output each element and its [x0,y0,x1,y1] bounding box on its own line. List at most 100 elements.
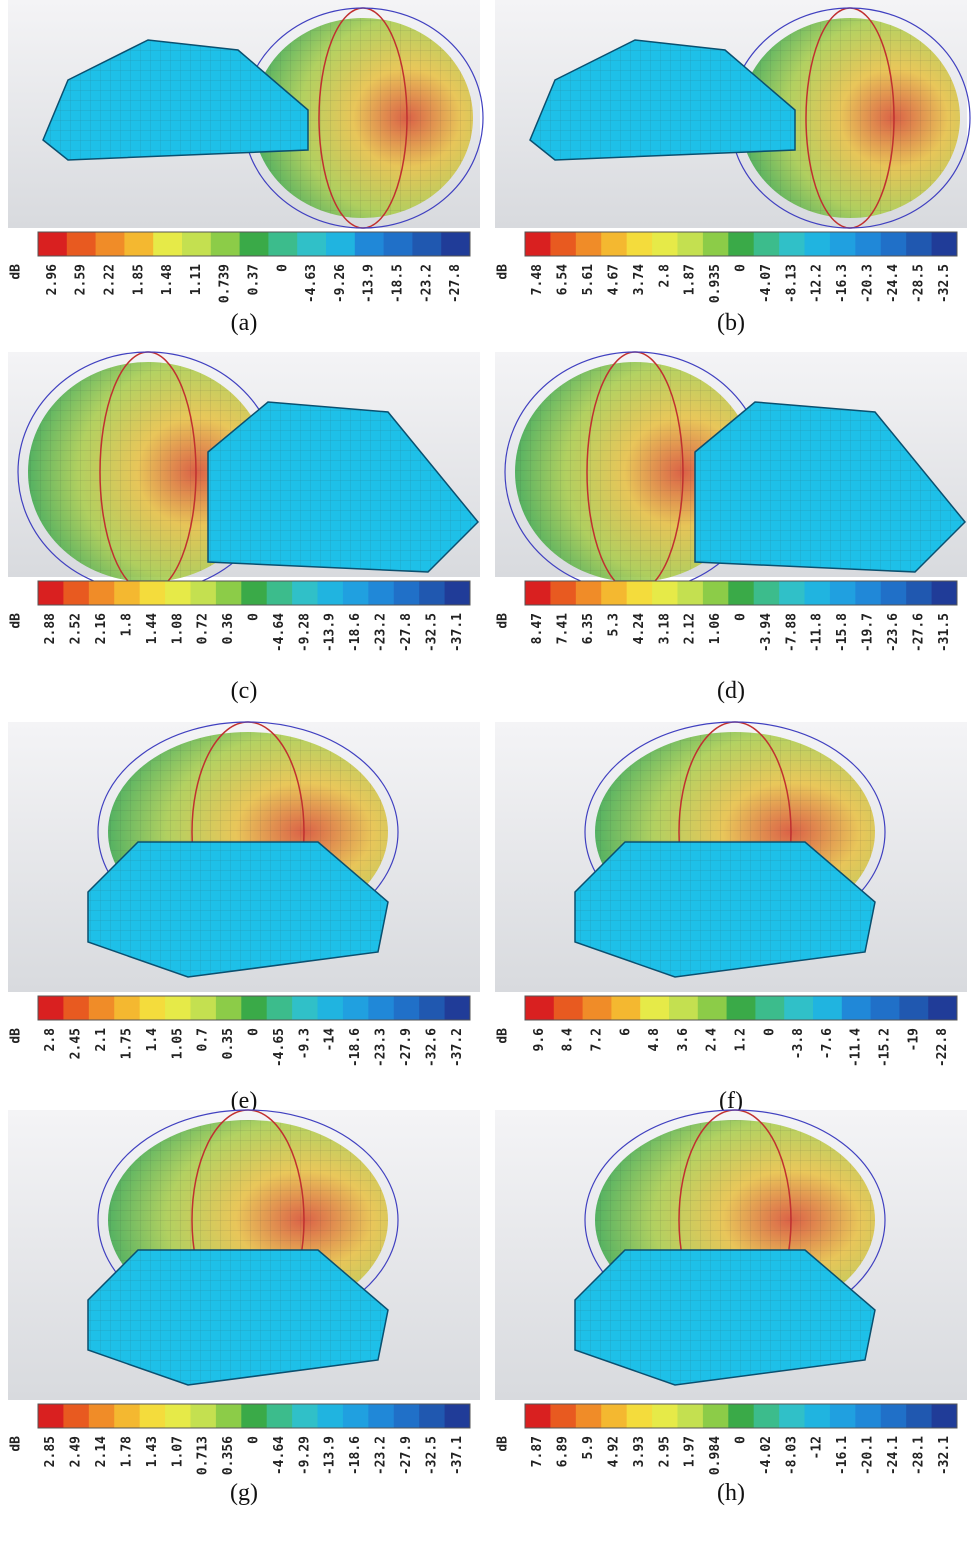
colorbar-segment [652,581,678,605]
colorbar-tick-label: 4.24 [632,613,647,644]
colorbar-tick-label: -18.6 [348,1028,363,1067]
colorbar-segment [165,581,191,605]
colorbar-segment [932,581,958,605]
panel: dB2.82.452.11.751.41.050.70.350-4.65-9.3… [8,722,480,1114]
colorbar-segment [627,232,653,256]
colorbar-segment [394,581,420,605]
panel-caption: (h) [717,1480,745,1506]
colorbar-segment [550,232,576,256]
colorbar-tick-label: 1.44 [145,613,160,644]
colorbar-segment [525,232,551,256]
colorbar-segment [63,1404,89,1428]
colorbar-tick-label: -4.64 [272,613,287,652]
colorbar-segment [267,581,293,605]
colorbar-tick-label: -27.9 [399,1436,414,1475]
colorbar-tick-label: 5.3 [606,613,621,636]
colorbar-segment [576,581,602,605]
colorbar-tick-label: 5.61 [581,264,596,295]
colorbar-segment [211,232,240,256]
colorbar-tick-label: -24.1 [886,1436,901,1475]
panel: dB2.962.592.221.851.481.110.7390.370-4.6… [8,0,483,336]
colorbar-tick-label: -9.28 [297,613,312,652]
colorbar-segment [554,996,583,1020]
colorbar-segment [703,1404,729,1428]
colorbar-segment [67,232,96,256]
colorbar-segment [805,232,831,256]
colorbar-tick-label: -13.9 [323,1436,338,1475]
colorbar-segment [728,581,754,605]
colorbar-tick-label: 0 [247,1028,262,1036]
colorbar-tick-label: 0.739 [218,264,233,303]
colorbar-tick-label: -31.5 [937,613,952,652]
colorbar-tick-label: 2.1 [94,1028,109,1052]
colorbar-segment [755,996,784,1020]
panel: dB8.477.416.355.34.243.182.121.060-3.94-… [495,352,967,704]
colorbar-tick-label: 7.2 [590,1028,605,1051]
colorbar-segment [267,1404,293,1428]
colorbar-segment [124,232,153,256]
colorbar-tick-label: 0 [247,613,262,621]
colorbar-segment [343,1404,369,1428]
colorbar-tick-label: -28.5 [911,264,926,303]
colorbar-tick-label: -19 [906,1028,921,1051]
colorbar-segment [698,996,727,1020]
colorbar-segment [899,996,928,1020]
colorbar-segment [576,1404,602,1428]
colorbar-segment [525,581,551,605]
panel-caption: (c) [231,678,258,704]
colorbar-segment [727,996,756,1020]
colorbar-tick-label: -8.03 [784,1436,799,1475]
colorbar-tick-label: -13.9 [323,613,338,652]
colorbar-segment [241,581,267,605]
colorbar-segment [89,996,115,1020]
colorbar-segment [881,232,907,256]
colorbar-segment [114,1404,140,1428]
colorbar-segment [728,232,754,256]
colorbar-segment [611,996,640,1020]
colorbar-tick-label: -15.2 [878,1028,893,1067]
colorbar-segment [140,996,166,1020]
colorbar-tick-label: -19.7 [861,613,876,652]
colorbar-segment [445,1404,471,1428]
colorbar-segment [368,581,394,605]
colorbar-tick-label: -18.6 [348,1436,363,1475]
colorbar-tick-label: -23.2 [374,613,389,652]
colorbar-tick-label: 0.356 [221,1436,236,1475]
colorbar-segment [830,581,856,605]
colorbar-tick-label: 1.43 [145,1436,160,1467]
colorbar-tick-label: -14 [323,1028,338,1052]
figure-canvas: dB2.962.592.221.851.481.110.7390.370-4.6… [0,0,977,1543]
colorbar-unit: dB [496,1028,511,1044]
colorbar-tick-label: -37.1 [450,613,465,652]
colorbar-segment [326,232,355,256]
colorbar-segment [855,1404,881,1428]
colorbar-tick-label: 2.45 [69,1028,84,1059]
colorbar-tick-label: 7.48 [530,264,545,295]
colorbar-tick-label: 0.984 [708,1436,723,1475]
colorbar-segment [384,232,413,256]
colorbar-tick-label: -23.2 [374,1436,389,1475]
colorbar-segment [728,1404,754,1428]
colorbar-segment [165,1404,191,1428]
colorbar-segment [292,1404,318,1428]
colorbar-segment [703,232,729,256]
colorbar-segment [165,996,191,1020]
colorbar-segment [318,581,344,605]
colorbar-segment [677,232,703,256]
colorbar-tick-label: 3.18 [657,613,672,644]
colorbar-segment [394,996,420,1020]
colorbar-tick-label: -16.1 [835,1436,850,1475]
colorbar-segment [906,232,932,256]
colorbar-segment [240,232,269,256]
colorbar-tick-label: 2.52 [69,613,84,644]
colorbar-segment [292,996,318,1020]
colorbar-segment [550,581,576,605]
colorbar-segment [355,232,384,256]
colorbar-tick-label: 2.96 [45,264,60,295]
colorbar-tick-label: 7.87 [530,1436,545,1467]
colorbar-tick-label: 9.6 [532,1028,547,1052]
colorbar-tick-label: 1.05 [170,1028,185,1059]
colorbar-unit: dB [496,1436,511,1452]
colorbar-tick-label: 2.95 [657,1436,672,1467]
panel: dB7.486.545.614.673.742.81.870.9350-4.07… [495,0,970,336]
